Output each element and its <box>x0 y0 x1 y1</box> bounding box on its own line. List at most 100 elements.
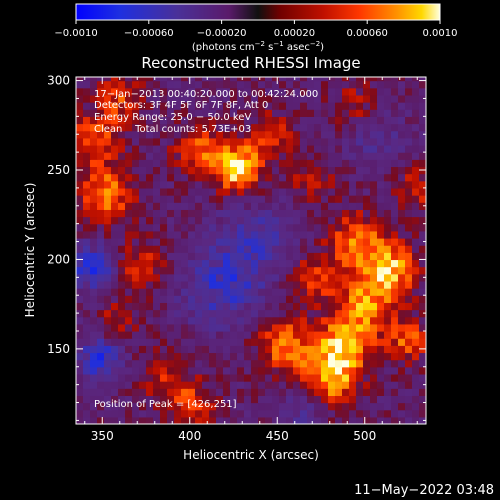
heatmap-cell <box>286 180 294 189</box>
heatmap-cell <box>272 388 280 396</box>
colorbar-tick-label: 0.00060 <box>347 28 388 39</box>
heatmap-cell <box>349 195 357 203</box>
heatmap-cell <box>111 295 119 303</box>
heatmap-cell <box>272 381 280 389</box>
heatmap-cell <box>391 359 399 368</box>
heatmap-cell <box>300 137 308 146</box>
heatmap-cell <box>195 266 203 275</box>
heatmap-cell <box>419 273 426 282</box>
heatmap-cell <box>83 252 91 261</box>
heatmap-cell <box>160 359 168 368</box>
heatmap-cell <box>216 295 224 303</box>
heatmap-cell <box>335 195 343 203</box>
heatmap-cell <box>223 359 231 368</box>
heatmap-cell <box>342 152 350 160</box>
heatmap-cell <box>391 409 399 418</box>
heatmap-cell <box>174 352 182 361</box>
heatmap-cell <box>265 152 273 160</box>
heatmap-cell <box>321 259 329 268</box>
heatmap-cell <box>328 223 336 232</box>
heatmap-cell <box>146 280 154 289</box>
heatmap-cell <box>223 280 231 289</box>
heatmap-cell <box>356 273 364 282</box>
heatmap-cell <box>139 266 147 275</box>
heatmap-cell <box>90 245 98 253</box>
heatmap-cell <box>216 230 224 239</box>
heatmap-cell <box>104 266 112 275</box>
heatmap-cell <box>181 316 189 325</box>
heatmap-cell <box>167 288 175 296</box>
heatmap-cell <box>153 366 161 375</box>
heatmap-cell <box>419 230 426 239</box>
heatmap-cell <box>244 173 252 182</box>
heatmap-cell <box>181 166 189 175</box>
heatmap-cell <box>307 109 315 117</box>
heatmap-cell <box>279 373 287 382</box>
chart-title: Reconstructed RHESSI Image <box>141 54 360 72</box>
heatmap-cell <box>125 402 133 411</box>
heatmap-cell <box>181 280 189 289</box>
heatmap-cell <box>335 209 343 218</box>
heatmap-cell <box>118 266 126 275</box>
heatmap-cell <box>132 280 140 289</box>
heatmap-cell <box>412 187 420 196</box>
heatmap-cell <box>125 94 133 103</box>
heatmap-cell <box>272 280 280 289</box>
heatmap-cell <box>244 352 252 361</box>
heatmap-cell <box>83 159 91 168</box>
heatmap-cell <box>153 402 161 411</box>
heatmap-cell <box>139 159 147 168</box>
heatmap-cell <box>97 137 105 146</box>
heatmap-cell <box>209 130 217 139</box>
heatmap-cell <box>111 309 119 318</box>
heatmap-cell <box>230 173 238 182</box>
heatmap-cell <box>223 116 231 125</box>
heatmap-cell <box>181 352 189 361</box>
heatmap-cell <box>391 180 399 189</box>
heatmap-cell <box>265 416 273 424</box>
heatmap-cell <box>139 223 147 232</box>
heatmap-cell <box>384 352 392 361</box>
heatmap-cell <box>125 345 133 354</box>
heatmap-cell <box>90 323 98 332</box>
heatmap-cell <box>398 288 406 296</box>
heatmap-cell <box>111 209 119 218</box>
heatmap-cell <box>412 345 420 354</box>
heatmap-cell <box>300 102 308 110</box>
heatmap-cell <box>286 166 294 175</box>
heatmap-cell <box>419 152 426 160</box>
heatmap-cell <box>132 302 140 311</box>
heatmap-cell <box>391 216 399 225</box>
heatmap-cell <box>223 230 231 239</box>
heatmap-cell <box>356 409 364 418</box>
heatmap-cell <box>293 359 301 368</box>
heatmap-cell <box>391 273 399 282</box>
heatmap-cell <box>195 316 203 325</box>
heatmap-cell <box>181 388 189 396</box>
heatmap-cell <box>167 330 175 339</box>
heatmap-cell <box>76 352 84 361</box>
heatmap-cell <box>356 202 364 210</box>
heatmap-cell <box>419 209 426 218</box>
heatmap-cell <box>188 77 196 82</box>
heatmap-cell <box>153 259 161 268</box>
heatmap-cell <box>83 345 91 354</box>
heatmap-cell <box>223 102 231 110</box>
heatmap-cell <box>335 159 343 168</box>
heatmap-cell <box>384 402 392 411</box>
heatmap-cell <box>125 323 133 332</box>
heatmap-cell <box>111 87 119 96</box>
heatmap-cell <box>83 166 91 175</box>
heatmap-cell <box>125 102 133 110</box>
heatmap-cell <box>90 316 98 325</box>
heatmap-cell <box>76 259 84 268</box>
heatmap-cell <box>146 330 154 339</box>
heatmap-cell <box>146 252 154 261</box>
heatmap-cell <box>139 395 147 404</box>
heatmap-cell <box>398 409 406 418</box>
heatmap-cell <box>146 209 154 218</box>
heatmap-cell <box>97 280 105 289</box>
heatmap-cell <box>314 202 322 210</box>
heatmap-cell <box>83 373 91 382</box>
heatmap-cell <box>356 373 364 382</box>
